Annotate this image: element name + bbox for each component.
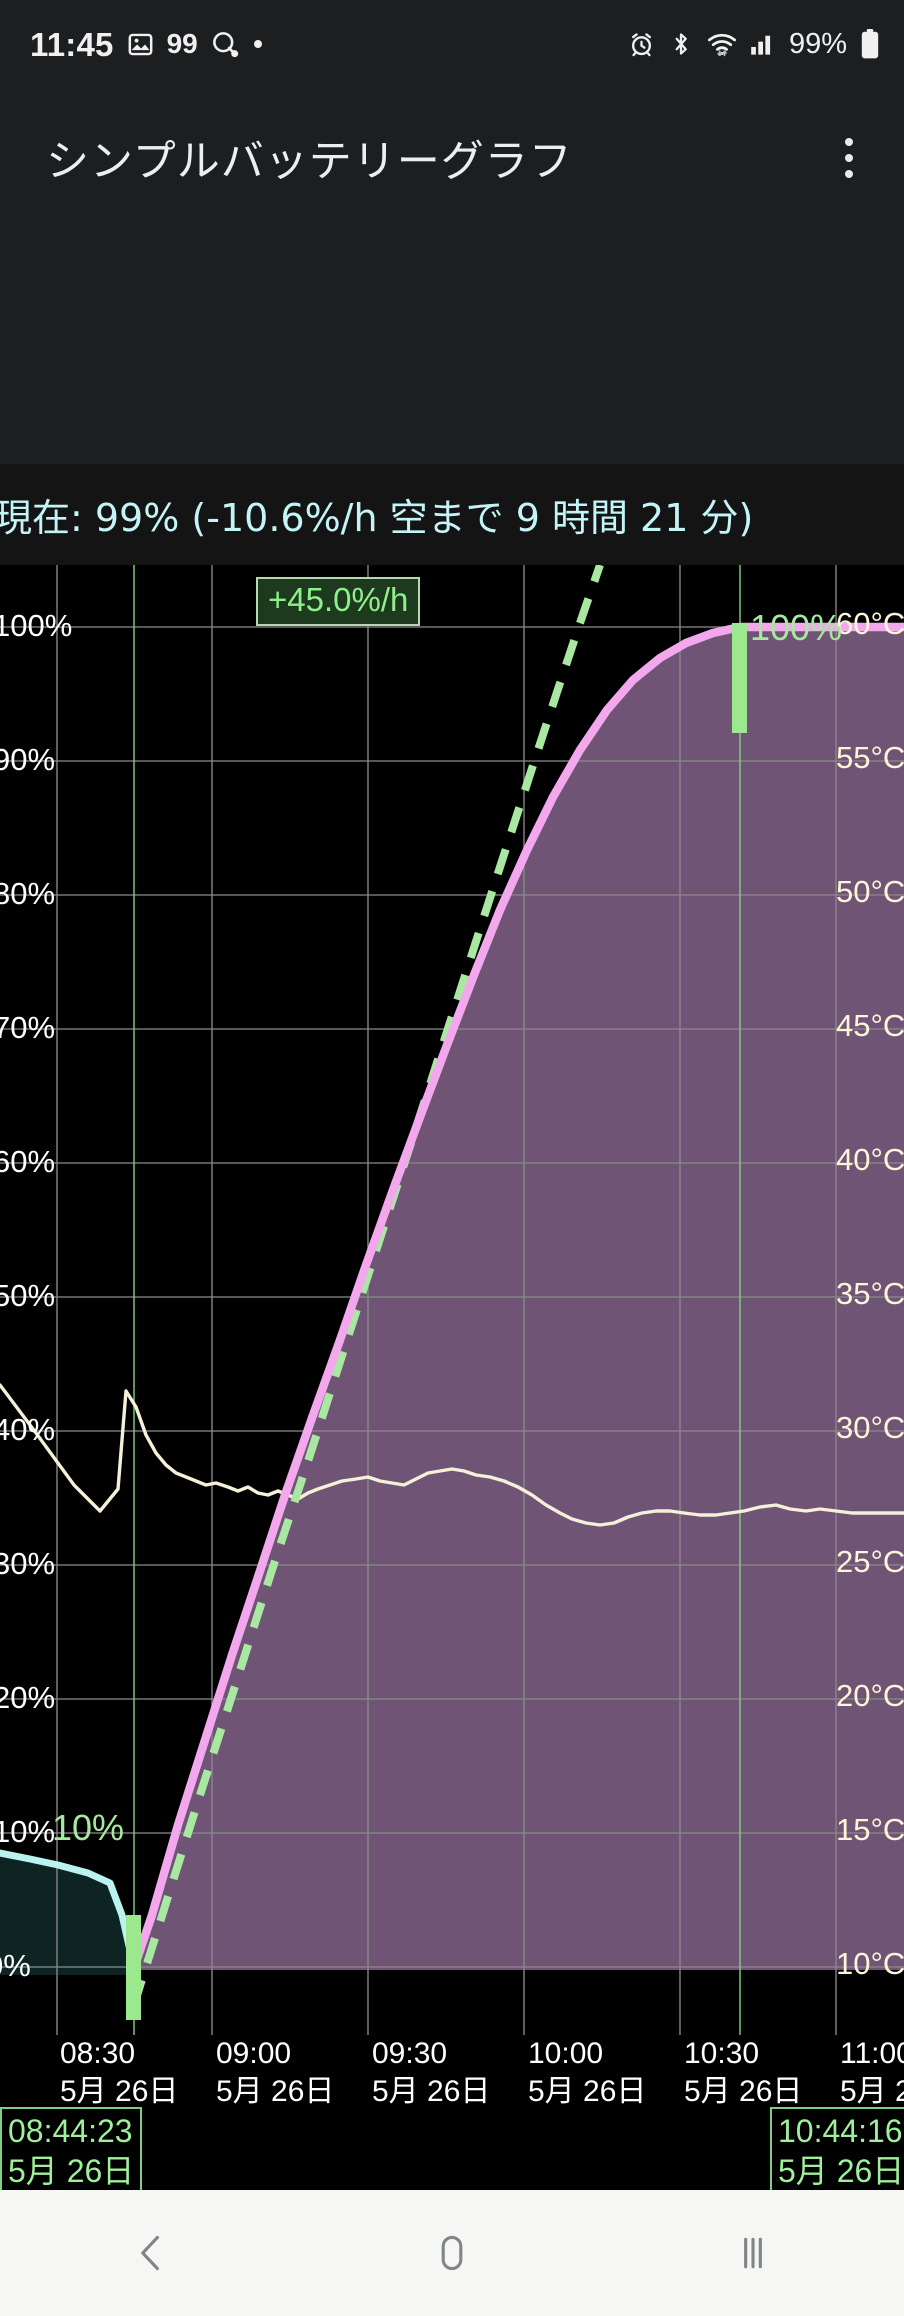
temp-tick-10: 10°C	[836, 1946, 904, 1981]
temp-tick-20: 20°C	[836, 1678, 904, 1713]
range-end-box: 10:44:16 5月 26日	[770, 2107, 904, 2197]
temp-tick-35: 35°C	[836, 1276, 904, 1311]
recents-icon	[744, 2237, 763, 2269]
home-icon	[441, 2235, 463, 2271]
y-tick-0: 0%	[0, 1948, 31, 1983]
nav-home-button[interactable]	[392, 2190, 512, 2316]
battery-percent-label: 99%	[788, 27, 847, 60]
end-level-label: 100%	[750, 607, 843, 648]
dot-icon	[252, 38, 264, 50]
y-tick-10: 10%	[0, 1814, 56, 1849]
y-tick-60: 60%	[0, 1144, 56, 1179]
temperature-line	[0, 1383, 904, 1527]
image-icon	[127, 31, 154, 58]
temp-tick-40: 40°C	[836, 1142, 904, 1177]
alarm-icon	[628, 31, 655, 58]
charge-projection-line	[130, 565, 604, 2007]
battery-discharge-line	[0, 1849, 138, 1972]
summary-bar: 現在: 99% (-10.6%/h 空まで 9 時間 21 分)	[0, 464, 904, 565]
start-marker	[126, 1915, 141, 2020]
back-chevron-icon	[140, 2235, 159, 2271]
x-tick-1: 09:00 5月 26日	[216, 2037, 335, 2108]
temp-tick-30: 30°C	[836, 1410, 904, 1445]
current-status-text: 現在: 99% (-10.6%/h 空まで 9 時間 21 分)	[0, 496, 754, 540]
session-boundary-lines	[133, 565, 741, 2035]
status-bar-left: 11:45 99	[30, 0, 264, 88]
temp-tick-55: 55°C	[836, 740, 904, 775]
notification-count: 99	[166, 28, 198, 59]
range-start-box: 08:44:23 5月 26日	[0, 2107, 143, 2197]
chart-canvas	[0, 565, 904, 2035]
x-tick-2: 09:30 5月 26日	[372, 2037, 491, 2108]
y-tick-30: 30%	[0, 1546, 56, 1581]
temp-tick-25: 25°C	[836, 1544, 904, 1579]
signal-icon	[750, 32, 776, 56]
y-tick-40: 40%	[0, 1412, 56, 1447]
temp-tick-45: 45°C	[836, 1008, 904, 1043]
contact-icon	[211, 30, 239, 58]
temp-tick-15: 15°C	[836, 1812, 904, 1847]
temp-tick-60: 60°C	[836, 606, 904, 641]
y-tick-100: 100%	[0, 608, 73, 643]
battery-chart[interactable]: 100% 90% 80% 70% 60% 50% 40% 30% 20% 10%…	[0, 565, 904, 2035]
discharge-area-fill	[0, 1855, 134, 1975]
wifi-icon	[707, 30, 737, 58]
y-tick-90: 90%	[0, 742, 56, 777]
nav-back-button[interactable]	[91, 2190, 211, 2316]
charge-rate-badge: +45.0%/h	[256, 577, 421, 626]
y-tick-50: 50%	[0, 1278, 56, 1313]
x-tick-4: 10:30 5月 26日	[684, 2037, 803, 2108]
page-title: シンプルバッテリーグラフ	[46, 137, 573, 187]
status-bar-right: 99%	[628, 0, 880, 88]
start-level-label: 10%	[52, 1807, 125, 1848]
app-bar: シンプルバッテリーグラフ	[0, 88, 904, 228]
end-marker	[732, 623, 747, 733]
bluetooth-icon	[668, 31, 694, 57]
y-tick-70: 70%	[0, 1010, 56, 1045]
temp-tick-50: 50°C	[836, 874, 904, 909]
android-nav-bar	[0, 2190, 904, 2316]
nav-recents-button[interactable]	[693, 2190, 813, 2316]
overflow-menu-icon[interactable]	[826, 128, 872, 188]
x-tick-0: 08:30 5月 26日	[60, 2037, 179, 2108]
x-tick-3: 10:00 5月 26日	[528, 2037, 647, 2108]
horizontal-gridlines	[0, 626, 904, 1968]
battery-charge-line	[129, 622, 904, 1973]
appbar-filler	[0, 228, 904, 464]
charge-area-fill	[134, 627, 904, 1970]
status-bar: 11:45 99 99%	[0, 0, 904, 88]
y-tick-20: 20%	[0, 1680, 56, 1715]
battery-icon	[860, 29, 880, 59]
y-tick-80: 80%	[0, 876, 56, 911]
vertical-gridlines	[56, 565, 837, 2035]
x-axis: 08:30 5月 26日 09:00 5月 26日 09:30 5月 26日 10:0…	[0, 2035, 904, 2197]
status-bar-clock: 11:45	[30, 25, 114, 63]
